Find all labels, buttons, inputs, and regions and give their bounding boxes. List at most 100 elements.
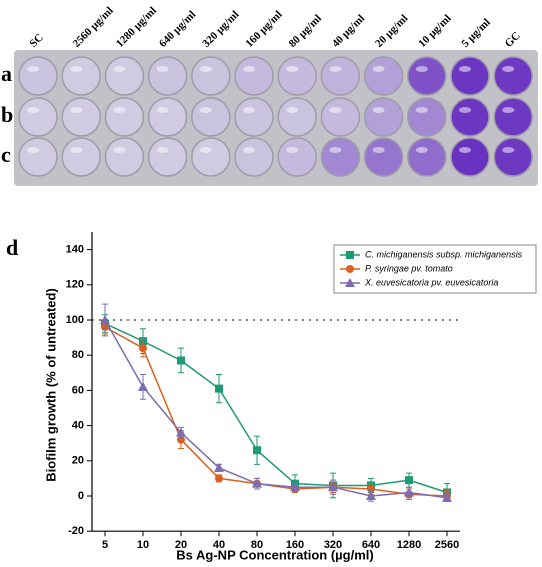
well-glare — [199, 107, 212, 113]
well-glare — [27, 66, 39, 72]
well — [191, 97, 231, 137]
x-tick-label: 20 — [175, 539, 187, 551]
well — [147, 56, 188, 96]
well — [234, 56, 274, 96]
series-line — [104, 319, 448, 499]
column-label: 20 µg/ml — [373, 13, 410, 50]
well — [450, 137, 490, 177]
y-tick-label: 20 — [72, 455, 84, 467]
y-axis-title: Biofilm growth (% of untreated) — [43, 288, 58, 482]
well-glare — [459, 66, 471, 72]
well — [320, 56, 361, 96]
column-label: 320 µg/ml — [200, 9, 241, 50]
x-tick-label: 320 — [324, 539, 342, 551]
column-label: 10 µg/ml — [416, 13, 453, 50]
legend-label: X. euvesicatoria pv. euvesicatoria — [364, 277, 498, 287]
x-axis-title: Bs Ag-NP Concentration (µg/ml) — [176, 547, 373, 562]
well — [493, 97, 533, 137]
well — [450, 97, 490, 137]
marker — [139, 344, 147, 353]
well-glare — [415, 147, 428, 153]
well — [61, 97, 101, 137]
x-tick-label: 2560 — [435, 539, 459, 551]
well — [104, 97, 145, 137]
marker — [366, 491, 376, 500]
well — [407, 56, 447, 96]
row-label: a — [1, 61, 12, 86]
column-label: 1280 µg/ml — [114, 5, 159, 50]
marker — [177, 356, 185, 365]
marker — [346, 265, 354, 273]
chart: -20 0 20 40 60 80 100 120 140 5 10 20 40 80 160 320 640 1… — [66, 232, 537, 551]
marker — [215, 474, 223, 483]
x-tick-label: 80 — [251, 539, 263, 551]
marker — [346, 251, 354, 259]
well-glare — [70, 147, 83, 153]
well — [18, 97, 58, 137]
y-tick-label: 60 — [72, 384, 84, 396]
legend-label: C. michiganensis subsp. michiganensis — [365, 249, 523, 259]
well — [147, 137, 188, 177]
legend-label: P. syringae pv. tomato — [365, 263, 453, 273]
well-glare — [113, 147, 126, 153]
well-glare — [113, 66, 126, 72]
marker — [215, 384, 223, 393]
well — [18, 56, 58, 96]
x-tick-label: 160 — [286, 539, 304, 551]
well-glare — [156, 107, 169, 113]
marker — [100, 315, 110, 324]
panel-label: d — [6, 235, 18, 260]
well-glare — [372, 147, 385, 153]
marker — [404, 487, 414, 497]
well — [61, 137, 101, 177]
well-glare — [372, 107, 385, 113]
well-glare — [502, 66, 515, 72]
column-label: 640 µg/ml — [157, 9, 198, 50]
well-glare — [459, 107, 471, 113]
well — [191, 137, 231, 177]
column-label: GC — [503, 30, 523, 50]
well — [147, 97, 188, 137]
well — [363, 97, 404, 137]
well — [320, 137, 361, 177]
well-glare — [329, 66, 342, 72]
column-label: 160 µg/ml — [243, 9, 284, 50]
well-glare — [459, 147, 471, 153]
well — [493, 137, 533, 177]
marker — [252, 478, 262, 488]
well-glare — [415, 107, 428, 113]
well-glare — [70, 107, 83, 113]
well-glare — [329, 147, 342, 153]
series-line — [104, 322, 448, 494]
plate-photo — [14, 50, 538, 186]
well-glare — [156, 147, 169, 153]
well-glare — [286, 66, 299, 72]
x-tick-label: 1280 — [397, 539, 421, 551]
well — [104, 137, 145, 177]
marker — [290, 482, 300, 492]
column-label: SC — [27, 31, 45, 49]
column-label: 80 µg/ml — [287, 13, 324, 50]
well-glare — [27, 107, 39, 113]
well — [320, 97, 361, 137]
y-tick-label: 40 — [72, 420, 84, 432]
well — [493, 56, 533, 96]
well — [104, 56, 145, 96]
x-tick-label: 40 — [213, 539, 225, 551]
well-glare — [156, 66, 169, 72]
well-glare — [199, 66, 212, 72]
well — [234, 137, 274, 177]
well-glare — [243, 107, 255, 113]
y-tick-label: 100 — [66, 314, 84, 326]
well-glare — [113, 107, 126, 113]
well — [61, 56, 101, 96]
legend-box — [333, 244, 537, 294]
row-label: b — [1, 102, 13, 127]
well-glare — [502, 107, 515, 113]
well — [277, 56, 317, 96]
well-glare — [243, 66, 255, 72]
marker — [405, 476, 413, 485]
well-glare — [70, 66, 83, 72]
y-tick-label: 120 — [66, 279, 84, 291]
